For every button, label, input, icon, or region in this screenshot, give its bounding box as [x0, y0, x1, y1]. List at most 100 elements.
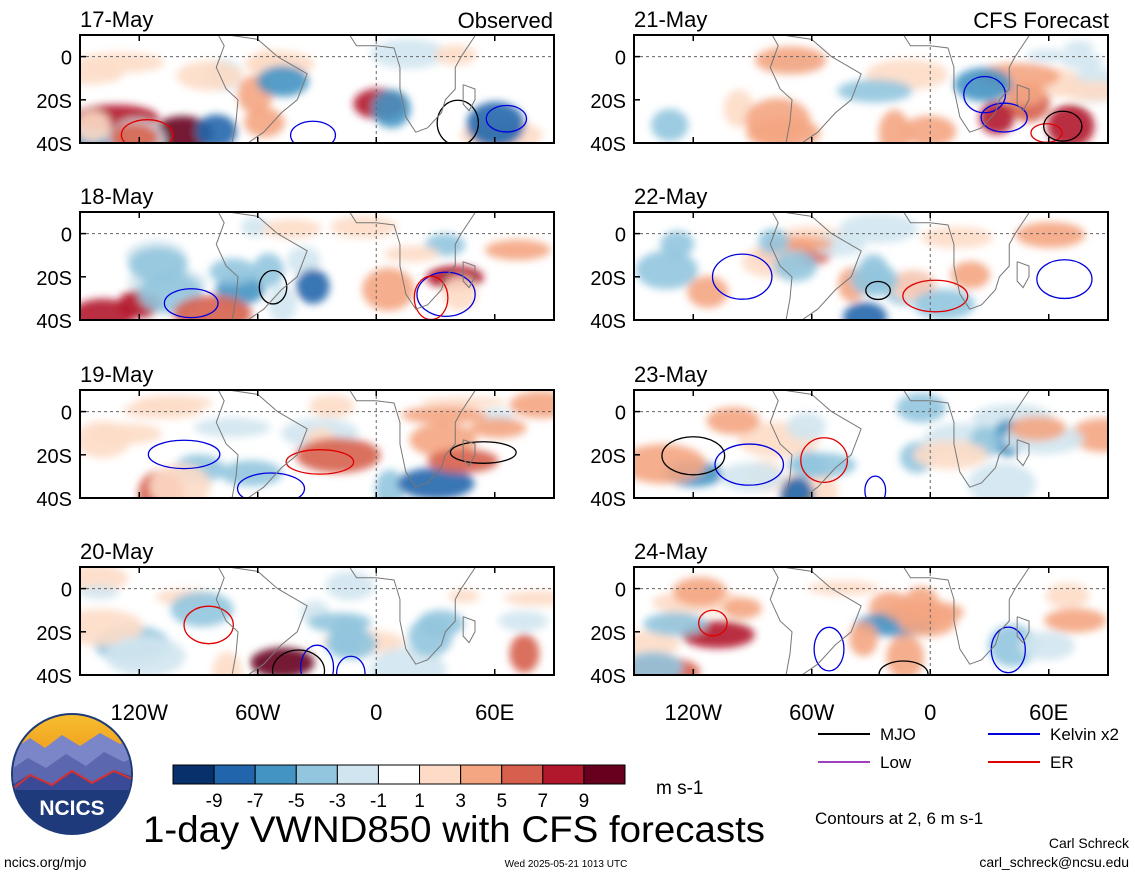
contour-line — [163, 288, 219, 319]
footer-email[interactable]: carl_schreck@ncsu.edu — [979, 854, 1129, 870]
forecast-label: CFS Forecast — [973, 8, 1109, 33]
y-tick-label: 20S — [36, 268, 72, 290]
colorbar-swatch — [583, 764, 626, 785]
coastlines — [769, 390, 1031, 498]
coastlines — [769, 212, 1031, 320]
map-panel: 23-May 0 20S 40S — [590, 362, 1109, 511]
footer-url[interactable]: ncics.org/mjo — [4, 854, 87, 870]
colorbar-tick-label: 9 — [579, 791, 590, 812]
y-tick-label: 0 — [61, 48, 72, 70]
contour-line — [800, 437, 849, 484]
panel-date: 22-May — [634, 184, 707, 209]
contour-line — [485, 104, 528, 133]
y-tick-label: 0 — [61, 225, 72, 247]
contour-line — [661, 436, 726, 476]
colorbar-swatch — [213, 764, 256, 785]
y-tick-label: 0 — [615, 225, 626, 247]
footer-author: Carl Schreck — [1049, 835, 1130, 851]
y-tick-label: 40S — [36, 489, 72, 511]
contour-line — [436, 99, 480, 143]
legend-item: Low — [818, 753, 912, 772]
contour-line — [258, 269, 288, 305]
x-tick-label: 60W — [235, 700, 280, 725]
map-panel: 21-May 0 20S 40S — [590, 7, 1109, 156]
panel-frame — [633, 211, 1109, 321]
panel-date: 23-May — [634, 362, 707, 387]
colorbar-swatch — [460, 764, 503, 785]
wind-anomaly-field — [80, 38, 543, 143]
x-tick-label: 0 — [924, 700, 936, 725]
colorbar-tick-label: -3 — [329, 791, 346, 812]
panel-frame — [79, 34, 555, 144]
colorbar-swatch — [336, 764, 379, 785]
panel-frame — [79, 211, 555, 321]
contour-line — [147, 439, 221, 470]
colorbar-units: m s-1 — [656, 778, 704, 799]
panel-date: 17-May — [80, 7, 153, 32]
y-tick-label: 40S — [36, 666, 72, 688]
contour-line — [714, 443, 785, 486]
map-panels: 17-May020S40S18-May020S40S19-May020S40S2… — [36, 7, 1109, 688]
panel-frame — [79, 566, 555, 676]
contour-line — [236, 472, 306, 498]
coastlines — [215, 212, 477, 320]
y-tick-label: 20S — [590, 623, 626, 645]
contour-line — [865, 280, 891, 301]
wind-anomaly-field — [635, 213, 1086, 320]
contour-legend: MJO Low Kelvin x2 ER — [818, 725, 1119, 772]
panel-frame — [633, 566, 1109, 676]
y-tick-label: 40S — [590, 666, 626, 688]
colorbar-swatch — [172, 764, 215, 785]
map-panel: 17-May 0 20S 40S — [36, 7, 555, 156]
contour-line — [980, 102, 1028, 133]
legend-label: ER — [1050, 753, 1074, 772]
map-panel: 20-May 0 20S 40S — [36, 539, 555, 688]
y-tick-label: 0 — [61, 403, 72, 425]
panel-frame — [79, 389, 555, 499]
legend-label: Low — [880, 753, 912, 772]
colorbar-swatch — [254, 764, 297, 785]
x-tick-label: 0 — [370, 700, 382, 725]
observed-label: Observed — [458, 8, 553, 33]
x-tick-label: 60E — [1029, 700, 1068, 725]
colorbar-tick-label: -9 — [206, 791, 223, 812]
contour-line — [335, 655, 366, 675]
contour-line — [711, 253, 773, 300]
footer-timestamp: Wed 2025-05-21 1013 UTC — [505, 859, 628, 870]
colorbar-tick-label: 7 — [538, 791, 549, 812]
colorbar-tick-label: -7 — [247, 791, 264, 812]
wind-anomaly-field — [634, 392, 1108, 498]
contour-line — [698, 609, 728, 637]
panel-frame — [633, 34, 1109, 144]
ncics-logo: NCICS — [11, 713, 133, 835]
contour-line — [1036, 259, 1093, 300]
logo-text: NCICS — [39, 797, 104, 820]
panel-date: 21-May — [634, 7, 707, 32]
colorbar: -9 -7 -5 -3 -1 1 3 5 7 9 — [172, 764, 626, 812]
coastlines — [215, 390, 477, 498]
y-tick-label: 40S — [590, 489, 626, 511]
x-tick-label: 120W — [111, 700, 169, 725]
contour-line — [902, 279, 969, 313]
colorbar-tick-label: 3 — [455, 791, 466, 812]
contour-line — [1043, 110, 1083, 142]
x-tick-label: 60W — [789, 700, 834, 725]
map-panel: 19-May 0 20S 40S — [36, 362, 555, 511]
y-tick-label: 20S — [36, 91, 72, 113]
x-tick-label: 60E — [475, 700, 514, 725]
colorbar-swatch — [377, 764, 421, 785]
coastlines — [215, 35, 477, 143]
legend-item: MJO — [818, 725, 916, 744]
contour-line — [963, 75, 1007, 114]
legend-item: Kelvin x2 — [988, 725, 1119, 744]
y-tick-label: 0 — [615, 403, 626, 425]
contour-line — [271, 649, 326, 675]
colorbar-swatch — [501, 764, 544, 785]
coastlines — [769, 567, 1031, 675]
y-tick-label: 40S — [36, 134, 72, 156]
map-panel: 18-May 0 20S 40S — [36, 184, 555, 333]
panel-date: 20-May — [80, 539, 153, 564]
colorbar-tick-label: -5 — [288, 791, 305, 812]
y-tick-label: 20S — [590, 446, 626, 468]
